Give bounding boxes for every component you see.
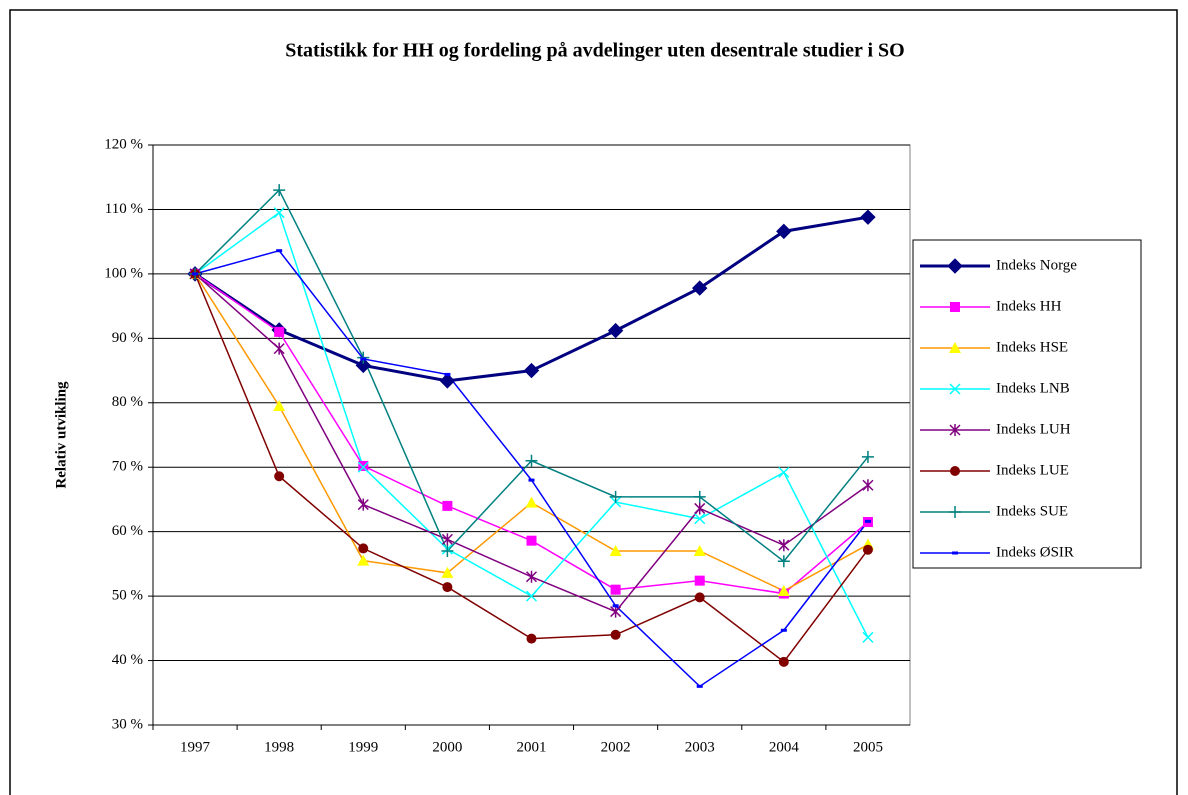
x-tick-label: 2001 xyxy=(517,739,547,755)
marker xyxy=(610,584,621,595)
marker xyxy=(780,628,787,632)
marker xyxy=(442,582,453,593)
x-tick-label: 2000 xyxy=(432,739,462,755)
y-tick-label: 60 % xyxy=(112,523,143,539)
marker xyxy=(441,566,454,578)
marker xyxy=(273,184,286,197)
marker xyxy=(357,498,369,511)
marker xyxy=(862,631,874,643)
y-tick-label: 70 % xyxy=(112,459,143,475)
x-tick-label: 2005 xyxy=(853,739,883,755)
marker xyxy=(947,258,963,274)
marker xyxy=(950,302,960,312)
marker xyxy=(777,584,790,596)
marker xyxy=(274,471,285,482)
y-tick-label: 50 % xyxy=(112,588,143,604)
marker xyxy=(950,466,960,476)
marker xyxy=(861,450,874,463)
marker xyxy=(949,383,961,395)
legend-label: Indeks HSE xyxy=(996,339,1068,355)
y-tick-label: 30 % xyxy=(112,716,143,732)
marker xyxy=(612,604,619,608)
y-tick-label: 120 % xyxy=(104,136,143,152)
marker xyxy=(952,551,958,555)
legend-label: Indeks Norge xyxy=(996,257,1077,273)
marker xyxy=(525,454,538,467)
marker xyxy=(357,554,370,566)
marker xyxy=(949,424,961,436)
marker xyxy=(358,460,369,471)
marker xyxy=(192,272,199,276)
marker xyxy=(862,544,873,555)
y-axis-title: Relativ utvikling xyxy=(53,381,69,489)
x-tick-label: 2002 xyxy=(601,739,631,755)
y-tick-label: 110 % xyxy=(105,201,143,217)
x-tick-label: 2004 xyxy=(769,739,800,755)
legend-label: Indeks ØSIR xyxy=(996,544,1074,560)
marker xyxy=(525,496,538,508)
marker xyxy=(528,478,535,482)
legend-label: Indeks SUE xyxy=(996,503,1068,519)
y-tick-label: 90 % xyxy=(112,330,143,346)
marker xyxy=(357,461,369,473)
marker xyxy=(696,684,703,688)
marker xyxy=(444,372,451,376)
y-tick-label: 40 % xyxy=(112,652,143,668)
marker xyxy=(692,280,708,296)
marker xyxy=(442,500,453,511)
marker xyxy=(694,502,706,515)
marker xyxy=(864,519,871,523)
marker xyxy=(523,362,540,379)
marker xyxy=(610,605,622,618)
marker xyxy=(862,479,874,492)
marker xyxy=(693,490,706,503)
marker xyxy=(525,590,538,602)
marker xyxy=(273,207,285,219)
legend-label: Indeks LUH xyxy=(996,421,1071,437)
marker xyxy=(273,400,286,411)
marker xyxy=(778,539,790,552)
marker xyxy=(860,209,876,225)
legend-label: Indeks LNB xyxy=(996,380,1070,396)
marker xyxy=(358,543,369,554)
marker xyxy=(526,633,537,644)
legend-label: Indeks LUE xyxy=(996,462,1069,478)
marker xyxy=(525,570,538,583)
marker xyxy=(274,326,285,337)
chart-title: Statistikk for HH og fordeling på avdeli… xyxy=(285,40,904,62)
marker xyxy=(609,490,622,503)
y-tick-label: 80 % xyxy=(112,394,143,410)
marker xyxy=(694,575,705,586)
marker xyxy=(439,373,456,389)
legend-box xyxy=(912,239,1142,569)
x-tick-label: 1997 xyxy=(180,739,211,755)
marker xyxy=(360,357,367,361)
marker xyxy=(694,592,705,603)
plot-area xyxy=(152,144,911,726)
x-tick-label: 2003 xyxy=(685,739,715,755)
y-tick-label: 100 % xyxy=(104,265,143,281)
marker xyxy=(441,533,453,546)
marker xyxy=(273,342,285,355)
marker xyxy=(949,342,961,353)
marker xyxy=(441,545,454,557)
marker xyxy=(778,656,789,667)
marker xyxy=(778,466,790,478)
marker xyxy=(607,322,624,339)
marker xyxy=(355,357,371,374)
x-tick-label: 1999 xyxy=(348,739,378,755)
marker xyxy=(276,249,283,253)
marker xyxy=(610,629,621,640)
marker xyxy=(526,535,537,546)
marker xyxy=(949,506,961,518)
x-tick-label: 1998 xyxy=(264,739,294,755)
marker xyxy=(694,513,706,525)
marker xyxy=(777,555,790,568)
marker xyxy=(609,545,622,556)
marker xyxy=(693,545,706,556)
legend-label: Indeks HH xyxy=(996,298,1062,314)
marker xyxy=(776,223,792,240)
